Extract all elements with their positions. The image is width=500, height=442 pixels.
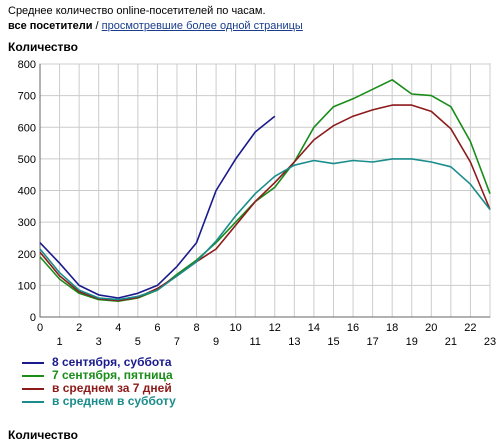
- series-line-4: [39, 158, 491, 301]
- legend-label: в среднем в субботу: [52, 394, 176, 408]
- legend-swatch: [22, 374, 44, 377]
- y-tick-label: 800: [18, 59, 36, 71]
- visitor-filter: все посетители / просмотревшие более одн…: [8, 19, 303, 34]
- filter-separator: /: [92, 20, 102, 32]
- filter-all-visitors[interactable]: все посетители: [8, 20, 93, 32]
- legend-item-3: в среднем за 7 дней: [22, 382, 176, 395]
- y-tick-label: 200: [18, 249, 36, 261]
- y-tick-label: 600: [18, 122, 36, 134]
- x-tick-label: 14: [308, 322, 320, 334]
- filter-multi-page-link[interactable]: просмотревшие более одной страницы: [101, 20, 303, 32]
- legend-item-1: 8 сентября, суббота: [22, 356, 176, 369]
- legend-item-2: 7 сентября, пятница: [22, 369, 176, 382]
- x-tick-label: 19: [406, 336, 418, 348]
- x-tick-label: 7: [174, 336, 180, 348]
- x-tick-label: 0: [37, 322, 43, 334]
- x-tick-label: 5: [135, 336, 141, 348]
- legend-swatch: [22, 400, 44, 403]
- x-tick-label: 8: [193, 322, 199, 334]
- y-tick-label: 700: [18, 91, 36, 103]
- x-tick-label: 11: [250, 336, 261, 348]
- x-tick-label: 1: [57, 336, 63, 348]
- x-tick-label: 16: [347, 322, 359, 334]
- x-tick-label: 12: [269, 322, 281, 334]
- legend-label: 8 сентября, суббота: [52, 355, 172, 369]
- legend-label: 7 сентября, пятница: [52, 368, 173, 382]
- x-tick-label: 10: [230, 322, 242, 334]
- x-tick-label: 18: [386, 322, 398, 334]
- y-tick-label: 300: [18, 217, 36, 229]
- legend-item-4: в среднем в субботу: [22, 395, 176, 408]
- legend-label: в среднем за 7 дней: [52, 381, 172, 395]
- x-tick-label: 9: [213, 336, 219, 348]
- x-tick-label: 4: [115, 322, 121, 334]
- next-chart-title: Количество: [8, 428, 78, 442]
- x-tick-label: 17: [366, 336, 378, 348]
- chart-legend: 8 сентября, суббота 7 сентября, пятница в …: [22, 356, 176, 408]
- chart-subtitle: Среднее количество online-посетителей по…: [8, 5, 266, 17]
- x-tick-label: 23: [484, 336, 496, 348]
- x-tick-label: 20: [425, 322, 437, 334]
- series-line-3: [39, 104, 491, 302]
- y-axis-label: Количество: [8, 40, 78, 54]
- x-tick-label: 15: [327, 336, 339, 348]
- x-tick-label: 22: [464, 322, 476, 334]
- x-tick-label: 2: [76, 322, 82, 334]
- x-tick-label: 3: [96, 336, 102, 348]
- legend-swatch: [22, 361, 44, 364]
- y-tick-label: 100: [18, 280, 36, 292]
- x-tick-label: 6: [154, 322, 160, 334]
- legend-swatch: [22, 387, 44, 390]
- chart-header: Среднее количество online-посетителей по…: [8, 4, 303, 34]
- series-line-1: [39, 115, 276, 299]
- y-tick-label: 0: [30, 312, 36, 324]
- y-tick-label: 500: [18, 154, 36, 166]
- x-tick-label: 13: [288, 336, 300, 348]
- x-tick-label: 21: [445, 336, 457, 348]
- y-tick-label: 400: [18, 186, 36, 198]
